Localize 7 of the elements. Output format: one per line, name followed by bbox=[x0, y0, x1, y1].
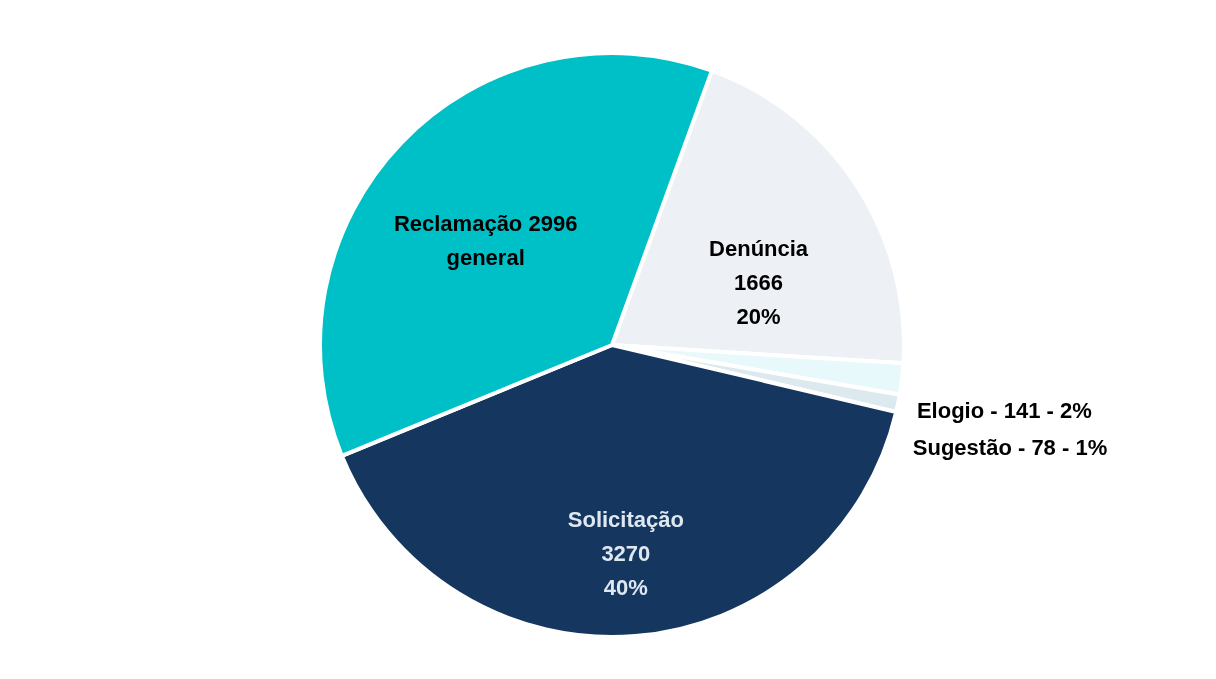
slice-label: Solicitação bbox=[567, 506, 684, 532]
data-label: 3270 40% bbox=[601, 540, 651, 600]
slice-label: Elogio - 141 - 2% bbox=[916, 397, 1092, 423]
slice-label: Denúncia bbox=[709, 236, 809, 262]
slice-label: Reclamação 2996 general bbox=[393, 210, 578, 270]
slice-label: Sugestão - 78 - 1% bbox=[912, 435, 1108, 461]
data-label: 1666 20% bbox=[734, 270, 784, 330]
